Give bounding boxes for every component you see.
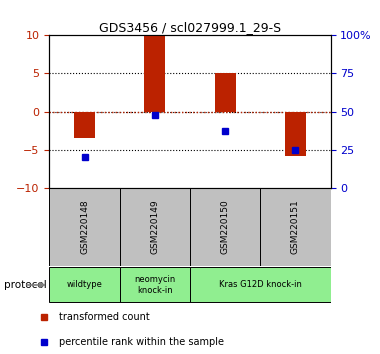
Bar [190,268,331,302]
Bar [74,112,95,138]
Text: wildtype: wildtype [66,280,103,290]
Bar [144,35,165,112]
Text: GSM220148: GSM220148 [80,199,89,254]
Text: protocol: protocol [4,280,47,290]
Bar [190,188,260,266]
Bar [120,268,190,302]
Bar [260,188,331,266]
Bar [49,188,120,266]
Text: neomycin
knock-in: neomycin knock-in [134,275,176,295]
Bar [120,188,190,266]
Text: GSM220150: GSM220150 [221,199,230,254]
Text: transformed count: transformed count [59,312,149,322]
Bar [215,73,236,112]
Text: GSM220151: GSM220151 [291,199,300,254]
Bar [285,112,306,156]
Text: Kras G12D knock-in: Kras G12D knock-in [219,280,302,290]
Title: GDS3456 / scl027999.1_29-S: GDS3456 / scl027999.1_29-S [99,21,281,34]
Bar [49,268,120,302]
Text: GSM220149: GSM220149 [150,199,159,254]
Text: percentile rank within the sample: percentile rank within the sample [59,337,224,347]
